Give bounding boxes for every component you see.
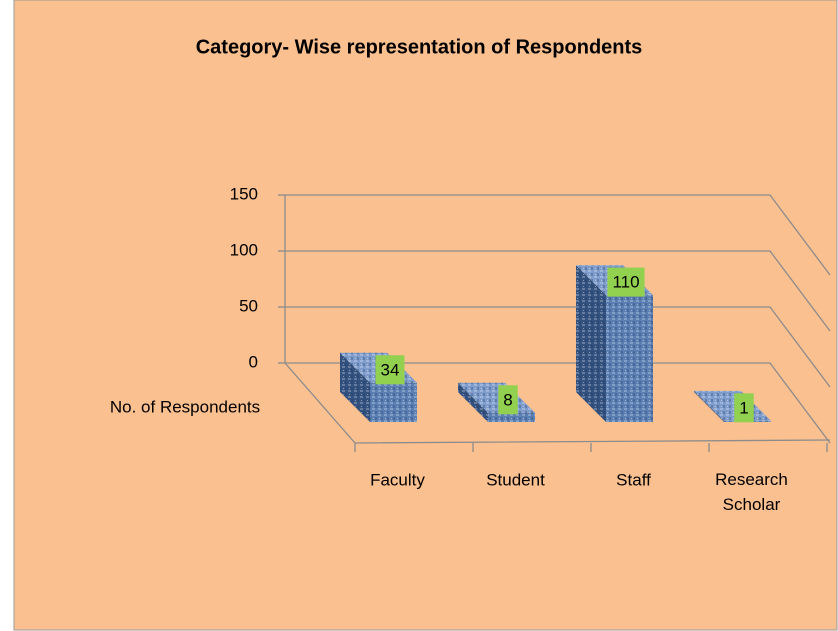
- bar-texture: [694, 390, 724, 422]
- bar-texture: [576, 265, 606, 422]
- data-label: 34: [381, 360, 400, 379]
- data-label-box: [498, 385, 518, 415]
- series-label: No. of Respondents: [110, 397, 260, 416]
- bar-texture: [370, 382, 417, 422]
- chart-title: Category- Wise representation of Respond…: [196, 36, 643, 58]
- x-tick-label: Student: [486, 470, 545, 489]
- data-label-box: [375, 355, 405, 385]
- bar-texture: [488, 412, 535, 422]
- y-tick-label: 0: [249, 352, 258, 371]
- x-tick-label: Staff: [616, 470, 651, 489]
- chart-background: [13, 0, 838, 631]
- data-label: 8: [503, 390, 512, 409]
- x-tick-label: Research Scholar: [715, 470, 788, 514]
- grid-line: [285, 194, 831, 276]
- data-label-box: [734, 393, 754, 423]
- grid-line: [285, 306, 831, 388]
- y-tick-label: 150: [230, 184, 258, 203]
- grid-line: [285, 250, 831, 332]
- y-tick-label: 100: [230, 240, 258, 259]
- bar-texture: [606, 295, 653, 422]
- x-tick-label: Faculty: [370, 470, 425, 489]
- bar-texture: [340, 352, 370, 422]
- bar-texture: [458, 382, 488, 422]
- data-label: 110: [612, 273, 639, 292]
- y-tick-label: 50: [239, 296, 258, 315]
- grid-line: [285, 362, 831, 444]
- data-label-box: [607, 267, 645, 297]
- data-label: 1: [739, 398, 748, 417]
